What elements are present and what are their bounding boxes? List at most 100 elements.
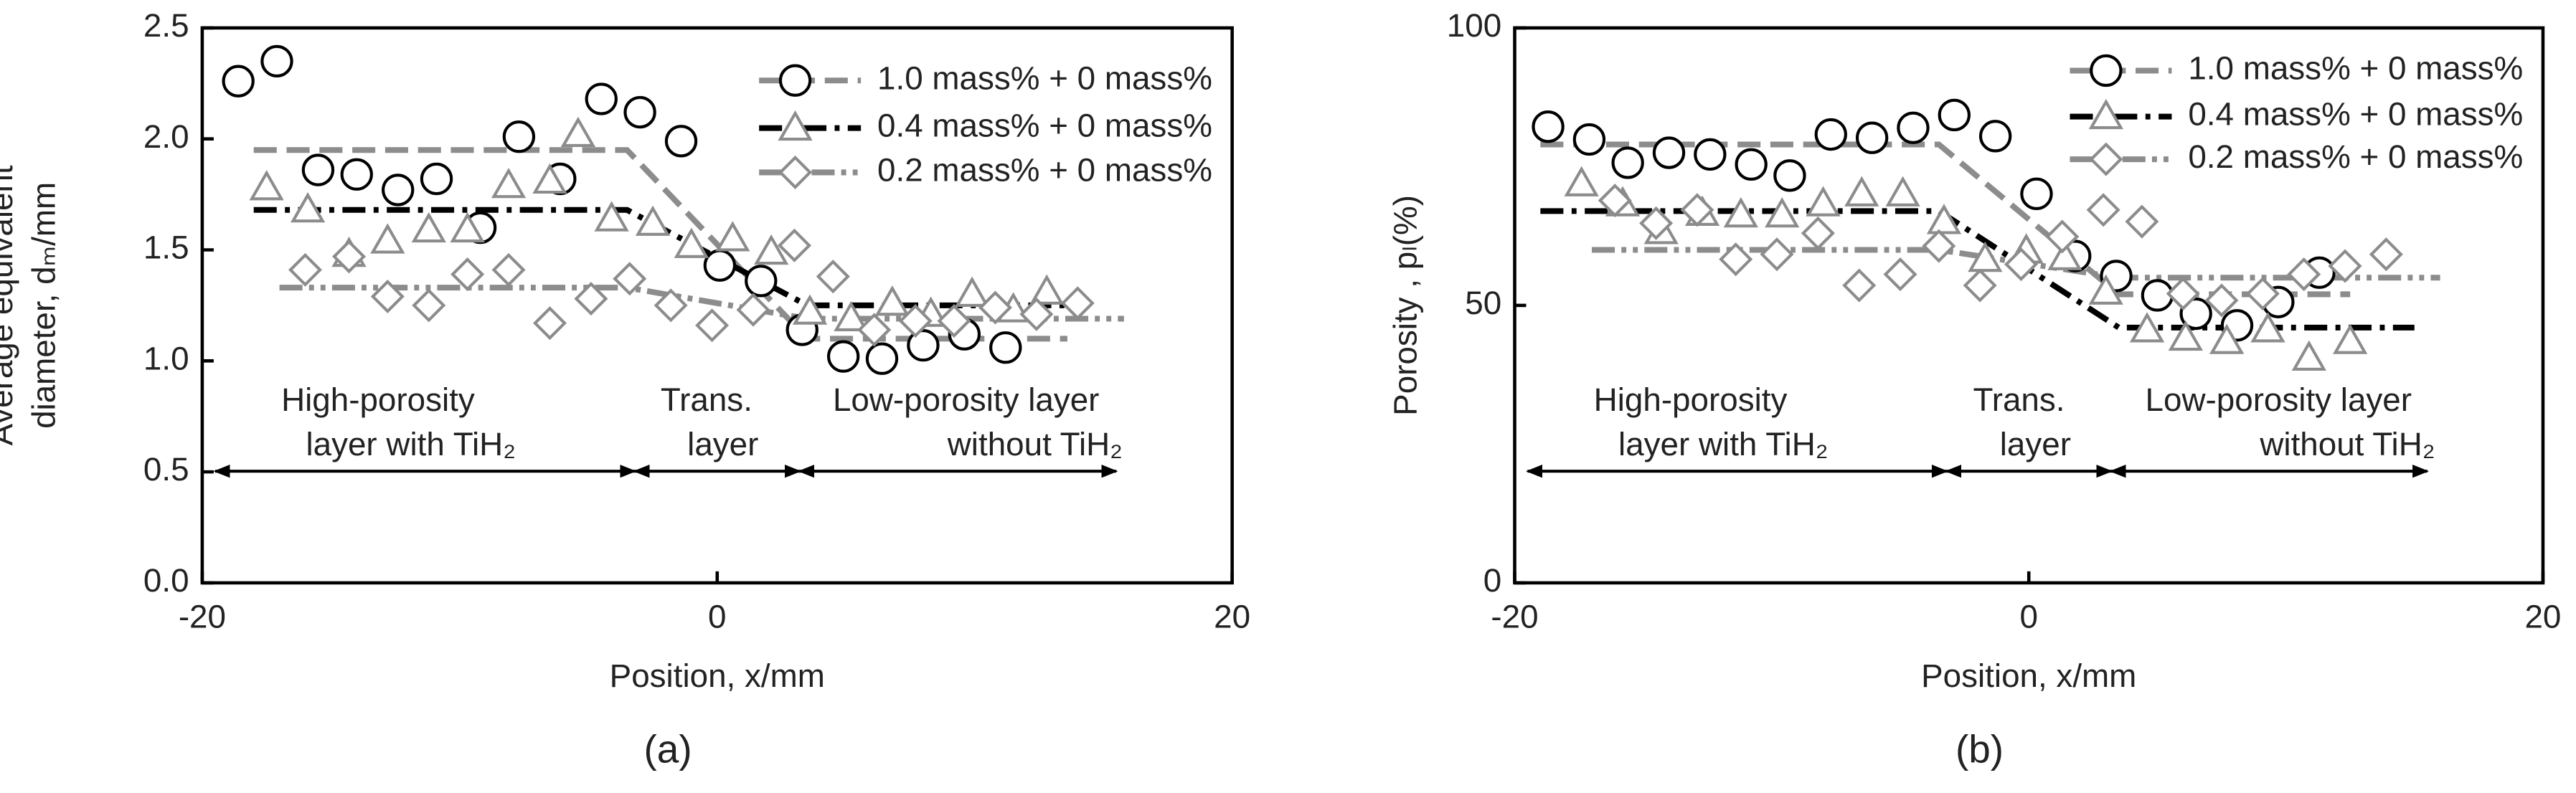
legend-label: 0.2 mass% + 0 mass% <box>877 152 1212 189</box>
region-label: Trans. <box>1973 381 2065 418</box>
point <box>898 304 933 338</box>
panel-label: (b) <box>1955 726 2004 771</box>
point <box>2129 312 2165 343</box>
y-tick-label: 0.5 <box>143 451 189 488</box>
point <box>491 252 526 287</box>
point <box>585 82 618 115</box>
point <box>736 293 770 327</box>
point <box>1564 166 1599 196</box>
point <box>1926 204 1962 234</box>
point <box>1760 237 1794 272</box>
point <box>1842 268 1877 303</box>
point <box>370 280 405 314</box>
region-label: layer with TiH₂ <box>1618 426 1829 462</box>
point <box>907 328 940 362</box>
legend-label: 0.2 mass% + 0 mass% <box>2188 138 2523 175</box>
point <box>260 44 293 78</box>
point <box>654 288 688 323</box>
point <box>1765 196 1800 228</box>
legend-marker <box>2090 54 2123 87</box>
point <box>2168 320 2203 351</box>
legend-marker <box>2088 98 2124 130</box>
point <box>2250 312 2285 343</box>
point <box>2245 277 2280 311</box>
point <box>703 249 737 282</box>
y-axis-label: Porosity , pₗ(%) <box>1387 195 1424 416</box>
point <box>491 167 527 199</box>
y-tick-label: 100 <box>1447 7 1501 44</box>
point <box>1735 148 1768 181</box>
fit-line <box>1540 141 2351 298</box>
point <box>834 300 869 332</box>
point <box>249 170 284 201</box>
point <box>1652 136 1686 169</box>
point <box>664 125 698 158</box>
point <box>753 234 789 265</box>
point <box>1897 111 1930 144</box>
x-axis-label: Position, x/mm <box>610 657 825 694</box>
point <box>1029 274 1065 305</box>
point <box>1978 120 2012 153</box>
point <box>301 153 335 186</box>
y-tick-label: 50 <box>1465 285 1501 321</box>
point <box>792 294 828 325</box>
point <box>1963 268 1997 303</box>
region-label: without TiH₂ <box>2259 426 2435 462</box>
point <box>1773 159 1806 192</box>
point <box>2125 204 2159 239</box>
point <box>1814 118 1847 151</box>
legend-marker <box>778 64 812 97</box>
region-label: layer <box>2000 426 2071 462</box>
x-tick-label: 20 <box>2524 598 2561 635</box>
point <box>816 260 850 294</box>
point <box>1598 184 1632 218</box>
region-label: High-porosity <box>281 381 475 418</box>
legend-label: 1.0 mass% + 0 mass% <box>2188 50 2523 87</box>
point <box>331 239 367 274</box>
point <box>1694 138 1727 171</box>
point <box>1938 98 1971 132</box>
legend-label: 1.0 mass% + 0 mass% <box>877 60 1212 96</box>
point <box>340 158 373 191</box>
point <box>2045 219 2080 254</box>
region-label: Low-porosity layer <box>833 381 1099 418</box>
region-label: Low-porosity layer <box>2146 381 2412 418</box>
y-tick-label: 0 <box>1483 562 1501 599</box>
point <box>674 227 709 258</box>
point <box>2179 297 2212 331</box>
y-tick-label: 2.5 <box>143 7 189 44</box>
point <box>1855 121 1889 154</box>
x-tick-label: -20 <box>179 598 226 635</box>
point <box>420 162 453 196</box>
point <box>715 221 750 252</box>
point <box>290 192 326 223</box>
point <box>2004 247 2039 282</box>
point <box>1639 206 1674 240</box>
point <box>594 201 629 232</box>
point <box>382 174 415 206</box>
legend-label: 0.4 mass% + 0 mass% <box>2188 96 2523 133</box>
x-tick-label: 0 <box>708 598 726 635</box>
point <box>2166 277 2200 311</box>
x-axis-label: Position, x/mm <box>1921 657 2136 694</box>
point <box>1611 146 1644 179</box>
region-label: High-porosity <box>1594 381 1788 418</box>
region-label: Trans. <box>661 381 752 418</box>
point <box>857 313 892 347</box>
point <box>1572 123 1606 156</box>
point <box>2020 177 2053 211</box>
point <box>635 205 671 236</box>
point <box>1060 286 1095 320</box>
point <box>865 342 899 375</box>
point <box>1806 186 1841 217</box>
point <box>2141 279 2174 312</box>
point <box>1680 193 1714 227</box>
point <box>2204 283 2239 318</box>
point <box>1968 241 2003 272</box>
point <box>1883 257 1917 292</box>
point <box>450 212 485 243</box>
x-tick-label: 0 <box>2019 598 2037 635</box>
point <box>288 252 323 287</box>
